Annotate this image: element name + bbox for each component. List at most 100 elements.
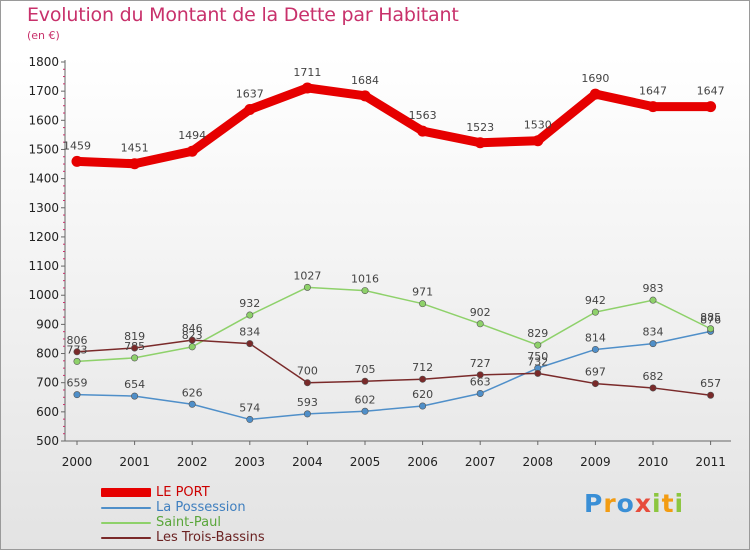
data-point <box>71 155 83 167</box>
data-label: 1530 <box>524 119 552 132</box>
y-tick-label: 1600 <box>28 113 59 127</box>
x-tick-label: 2007 <box>465 455 496 469</box>
data-point <box>649 296 657 304</box>
chart-unit: (en €) <box>27 29 60 42</box>
x-tick-label: 2009 <box>580 455 611 469</box>
data-point <box>476 320 484 328</box>
x-tick-label: 2002 <box>177 455 208 469</box>
y-tick-label: 600 <box>36 405 59 419</box>
legend-swatch <box>101 537 151 539</box>
logo-letter: P <box>584 489 604 518</box>
logo-letter: i <box>674 489 685 518</box>
data-point <box>419 402 427 410</box>
data-label: 932 <box>239 297 260 310</box>
data-label: 657 <box>700 377 721 390</box>
y-tick-label: 1000 <box>28 288 59 302</box>
data-label: 846 <box>182 322 203 335</box>
data-label: 902 <box>470 306 491 319</box>
series-line-saint-paul <box>76 286 712 363</box>
data-point <box>246 415 254 423</box>
data-point <box>73 391 81 399</box>
legend-label: Saint-Paul <box>156 515 221 530</box>
data-label: 1016 <box>351 273 379 286</box>
data-label: 1563 <box>409 109 437 122</box>
x-tick-label: 2010 <box>638 455 669 469</box>
data-label: 971 <box>412 286 433 299</box>
data-point <box>647 101 659 113</box>
data-point <box>417 125 429 137</box>
data-point <box>188 400 196 408</box>
y-tick-label: 1300 <box>28 201 59 215</box>
data-point <box>532 135 544 147</box>
data-label: 814 <box>585 331 606 344</box>
data-label: 1027 <box>293 269 321 282</box>
data-point <box>303 379 311 387</box>
data-label: 712 <box>412 361 433 374</box>
data-point <box>303 410 311 418</box>
proxiti-logo: Proxiti <box>584 489 684 518</box>
logo-letter: o <box>616 489 635 518</box>
data-point <box>534 369 542 377</box>
data-point <box>301 82 313 94</box>
data-point <box>476 371 484 379</box>
logo-letter: i <box>652 489 662 518</box>
data-label: 829 <box>527 327 548 340</box>
data-label: 983 <box>643 282 664 295</box>
data-label: 705 <box>355 363 376 376</box>
data-label: 806 <box>67 334 88 347</box>
data-label: 876 <box>700 313 721 326</box>
data-label: 1523 <box>466 121 494 134</box>
data-point <box>534 341 542 349</box>
data-point <box>361 287 369 295</box>
y-tick-label: 1100 <box>28 259 59 273</box>
x-tick-label: 2006 <box>407 455 438 469</box>
x-tick-label: 2000 <box>62 455 93 469</box>
legend-label: La Possession <box>156 500 246 515</box>
series-line-les-trois-bassins <box>76 339 712 396</box>
data-point <box>359 90 371 102</box>
data-point <box>589 88 601 100</box>
data-point <box>188 343 196 351</box>
data-label: 1647 <box>639 85 667 98</box>
data-point <box>131 354 139 362</box>
x-tick-label: 2005 <box>350 455 381 469</box>
y-tick-label: 700 <box>36 376 59 390</box>
logo-letter: r <box>603 489 617 518</box>
data-label: 834 <box>239 326 260 339</box>
chart-title: Evolution du Montant de la Dette par Hab… <box>27 4 459 26</box>
data-label: 659 <box>67 377 88 390</box>
x-tick-label: 2001 <box>119 455 150 469</box>
y-tick-label: 1500 <box>28 142 59 156</box>
data-label: 819 <box>124 330 145 343</box>
y-tick-label: 1400 <box>28 172 59 186</box>
y-tick-label: 800 <box>36 347 59 361</box>
data-label: 1459 <box>63 139 91 152</box>
x-tick-label: 2004 <box>292 455 323 469</box>
legend-label: Les Trois-Bassins <box>156 530 265 545</box>
data-point <box>303 283 311 291</box>
data-label: 602 <box>355 393 376 406</box>
data-label: 1451 <box>121 142 149 155</box>
data-point <box>649 384 657 392</box>
data-point <box>246 311 254 319</box>
data-point <box>73 357 81 365</box>
data-point <box>707 325 715 333</box>
logo-letter: x <box>634 489 652 518</box>
data-label: 663 <box>470 375 491 388</box>
x-tick-label: 2008 <box>523 455 554 469</box>
data-point <box>188 336 196 344</box>
data-point <box>707 391 715 399</box>
data-point <box>649 340 657 348</box>
data-point <box>73 348 81 356</box>
data-label: 697 <box>585 366 606 379</box>
data-label: 626 <box>182 386 203 399</box>
data-point <box>591 345 599 353</box>
data-label: 1711 <box>293 66 321 79</box>
data-point <box>361 407 369 415</box>
data-label: 682 <box>643 370 664 383</box>
series-line-le-port <box>72 83 716 169</box>
data-point <box>244 104 256 116</box>
data-point <box>591 308 599 316</box>
data-label: 1690 <box>581 72 609 85</box>
data-label: 1494 <box>178 129 206 142</box>
